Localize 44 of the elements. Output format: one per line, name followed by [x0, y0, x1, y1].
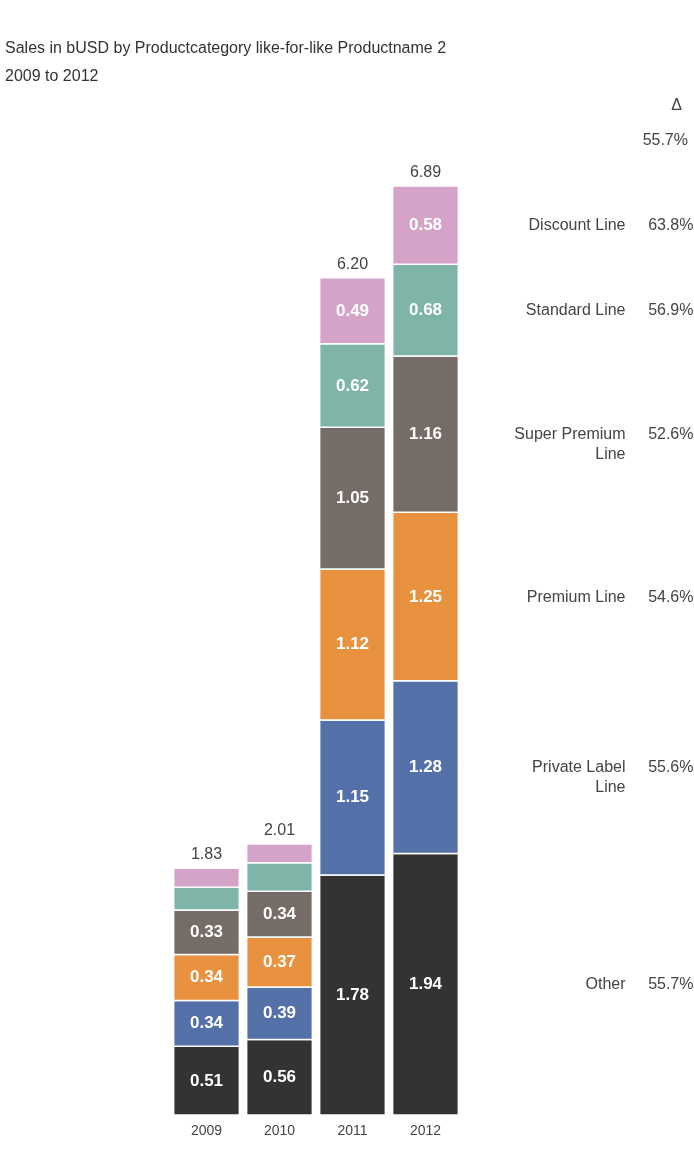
text: Discount Line — [528, 216, 626, 234]
data-label: 1.05 — [335, 488, 370, 508]
data-label: 1.94 — [408, 974, 443, 994]
data-label: 0.62 — [335, 375, 370, 395]
data-label: 1.16 — [408, 424, 443, 444]
data-label: 1.28 — [408, 757, 443, 777]
text: 55.7% — [642, 131, 688, 148]
text: Super Premium Line — [514, 425, 626, 463]
text: 56.9% — [648, 301, 694, 319]
total-label: 1.83 — [190, 845, 223, 863]
text: Other — [585, 975, 627, 993]
data-label: 1.12 — [335, 634, 370, 654]
data-label: 0.34 — [189, 967, 224, 987]
text: 63.8% — [648, 216, 694, 234]
data-label: 1.78 — [335, 985, 370, 1004]
total-label: 6.89 — [409, 163, 442, 180]
text: 55.7% — [648, 975, 694, 993]
chart-subtitle: 2009 to 2012 — [5, 67, 99, 84]
data-label: 0.34 — [189, 1013, 224, 1033]
data-label: 0.34 — [262, 904, 297, 924]
total-label: 2.01 — [263, 820, 296, 838]
text: Δ — [671, 96, 683, 113]
data-label: 0.37 — [262, 951, 297, 971]
data-label: 0.68 — [408, 300, 443, 320]
data-label: 0.58 — [408, 215, 443, 235]
data-label: 0.56 — [262, 1067, 297, 1087]
chart-title: Sales in bUSD by Productcategory like-for-like Productname 2 — [5, 39, 447, 56]
total-label: 6.20 — [336, 254, 369, 272]
data-label: 0.51 — [189, 1070, 224, 1090]
x-tick-label: 2011 — [337, 1121, 368, 1138]
data-label: 1.15 — [335, 787, 370, 807]
data-label: 0.33 — [189, 922, 224, 942]
text: Premium Line — [526, 587, 626, 605]
text: Private Label Line — [532, 758, 626, 796]
data-label: 1.25 — [408, 586, 443, 606]
x-tick-label: 2009 — [190, 1121, 223, 1138]
text: Standard Line — [525, 301, 626, 319]
x-tick-label: 2012 — [409, 1121, 442, 1138]
x-tick-label: 2010 — [263, 1121, 296, 1138]
data-label: 0.49 — [335, 300, 370, 320]
text: 52.6% — [648, 425, 694, 443]
data-label: 0.39 — [262, 1003, 297, 1023]
text: 55.6% — [648, 758, 694, 776]
text: 54.6% — [648, 587, 694, 605]
